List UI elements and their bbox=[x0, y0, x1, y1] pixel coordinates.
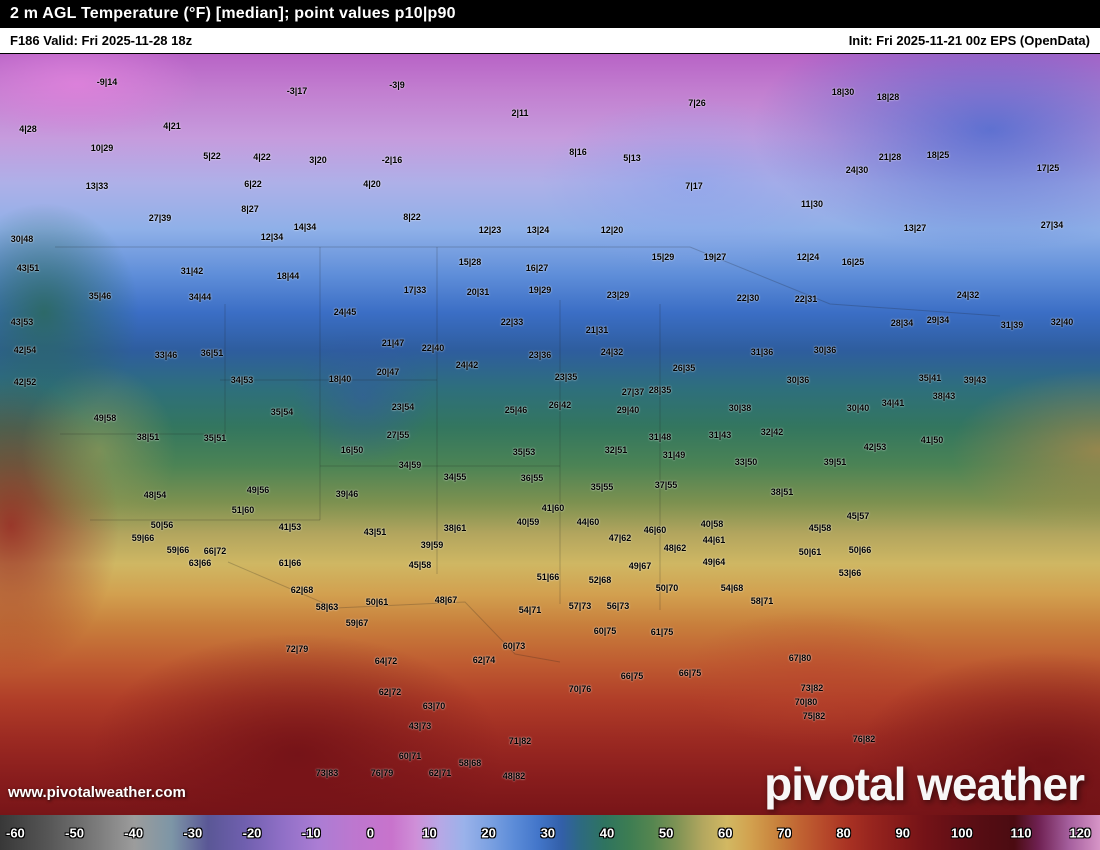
colorbar-tick-label: 10 bbox=[422, 825, 437, 840]
pivotal-weather-logo: pivotal weather bbox=[764, 758, 1085, 810]
colorbar-tick-label: 90 bbox=[895, 825, 910, 840]
colorbar-tick-label: -10 bbox=[301, 825, 321, 840]
colorbar-tick-label: 20 bbox=[481, 825, 496, 840]
map-boundaries-overlay bbox=[55, 246, 1001, 663]
colorbar-tick-label: 50 bbox=[658, 825, 674, 840]
init-time-label: Init: Fri 2025-11-21 00z EPS (OpenData) bbox=[848, 33, 1090, 48]
page-title: 2 m AGL Temperature (°F) [median]; point… bbox=[10, 5, 456, 22]
watermark-url: www.pivotalweather.com bbox=[8, 784, 186, 801]
title-bar: 2 m AGL Temperature (°F) [median]; point… bbox=[0, 0, 1100, 28]
colorbar-tick-label: -40 bbox=[124, 825, 144, 840]
colorbar-tick-label: 60 bbox=[718, 825, 733, 840]
colorbar-tick-label: -20 bbox=[242, 825, 262, 840]
colorbar-tick-label: 120 bbox=[1069, 825, 1092, 840]
colorbar-tick-label: 110 bbox=[1010, 825, 1032, 840]
colorbar-tick-label: -30 bbox=[183, 825, 203, 840]
colorbar-tick-label: 40 bbox=[599, 825, 615, 840]
meta-bar: F186 Valid: Fri 2025-11-28 18z Init: Fri… bbox=[0, 28, 1100, 54]
colorbar: -60 -50 -40 -30 -20 -10 0 10 20 30 40 50 60 70 80 90 100… bbox=[0, 815, 1100, 850]
colorbar-tick-label: 70 bbox=[777, 825, 792, 840]
colorbar-tick-label: 0 bbox=[366, 825, 374, 840]
colorbar-tick-label: 100 bbox=[951, 825, 973, 840]
temperature-map: www.pivotalweather.com pivotal weather bbox=[0, 54, 1100, 815]
colorbar-tick-label: -50 bbox=[65, 825, 84, 840]
valid-time-label: F186 Valid: Fri 2025-11-28 18z bbox=[10, 33, 193, 48]
colorbar-tick-label: -60 bbox=[5, 825, 25, 840]
colorbar-tick-label: 80 bbox=[836, 825, 851, 840]
colorbar-tick-label: 30 bbox=[540, 825, 556, 840]
